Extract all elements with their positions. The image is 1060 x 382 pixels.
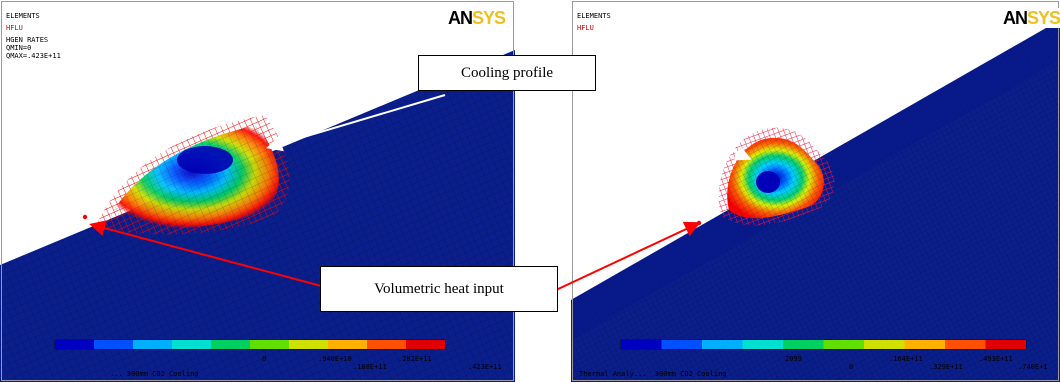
left-header-label: HFLU bbox=[6, 24, 23, 32]
legend-color-band bbox=[661, 340, 702, 349]
left-legend-tick: .423E+11 bbox=[468, 363, 502, 371]
legend-color-band bbox=[945, 340, 986, 349]
right-fem-panel: ELEMENTS HFLU 2099 .164E+11 .493E+11 0 .… bbox=[571, 0, 1060, 382]
legend-color-band bbox=[823, 340, 864, 349]
right-legend-tick: .164E+11 bbox=[889, 355, 923, 363]
right-legend-tick: .493E+11 bbox=[979, 355, 1013, 363]
left-legend-bar bbox=[54, 339, 446, 350]
legend-color-band bbox=[864, 340, 905, 349]
right-legend-tick: .740E+1 bbox=[1018, 363, 1048, 371]
legend-color-band bbox=[621, 340, 662, 349]
right-mesh-plot bbox=[571, 1, 1060, 382]
right-legend-tick: .329E+11 bbox=[929, 363, 963, 371]
callout-volumetric-heat-input: Volumetric heat input bbox=[320, 266, 558, 312]
legend-color-band bbox=[211, 340, 250, 349]
left-legend-tick: .282E+11 bbox=[398, 355, 432, 363]
legend-color-band bbox=[985, 340, 1026, 349]
left-header-qmin: QMIN=0 bbox=[6, 44, 32, 52]
left-heat-source-marker bbox=[82, 214, 88, 220]
legend-color-band bbox=[94, 340, 133, 349]
ansys-logo: ANSYS bbox=[1003, 8, 1060, 28]
right-legend-bar bbox=[620, 339, 1027, 350]
left-footer-text: ... 300mm CO2 Cooling bbox=[110, 370, 199, 378]
right-legend-tick: 0 bbox=[849, 363, 854, 371]
left-legend-tick: 0 bbox=[262, 355, 267, 363]
callout-cooling-profile: Cooling profile bbox=[418, 55, 596, 91]
left-legend-tick: .188E+11 bbox=[353, 363, 387, 371]
right-legend-tick: 2099 bbox=[785, 355, 802, 363]
right-footer-text: Thermal Analy... 300mm CO2 Cooling bbox=[579, 370, 727, 378]
right-heat-source-marker bbox=[696, 220, 702, 226]
legend-color-band bbox=[133, 340, 172, 349]
ansys-logo: ANSYS bbox=[448, 8, 508, 28]
left-header-qmax: QMAX=.423E+11 bbox=[6, 52, 61, 60]
legend-color-band bbox=[250, 340, 289, 349]
left-header-result: HGEN RATES bbox=[6, 36, 49, 44]
legend-color-band bbox=[406, 340, 445, 349]
legend-color-band bbox=[742, 340, 783, 349]
left-header-title: ELEMENTS bbox=[6, 12, 40, 20]
right-header-title: ELEMENTS bbox=[577, 12, 611, 20]
legend-color-band bbox=[904, 340, 945, 349]
legend-color-band bbox=[783, 340, 824, 349]
legend-color-band bbox=[702, 340, 743, 349]
left-legend-tick: .940E+10 bbox=[318, 355, 352, 363]
legend-color-band bbox=[172, 340, 211, 349]
legend-color-band bbox=[367, 340, 406, 349]
right-header-label: HFLU bbox=[577, 24, 594, 32]
legend-color-band bbox=[289, 340, 328, 349]
legend-color-band bbox=[328, 340, 367, 349]
legend-color-band bbox=[55, 340, 94, 349]
